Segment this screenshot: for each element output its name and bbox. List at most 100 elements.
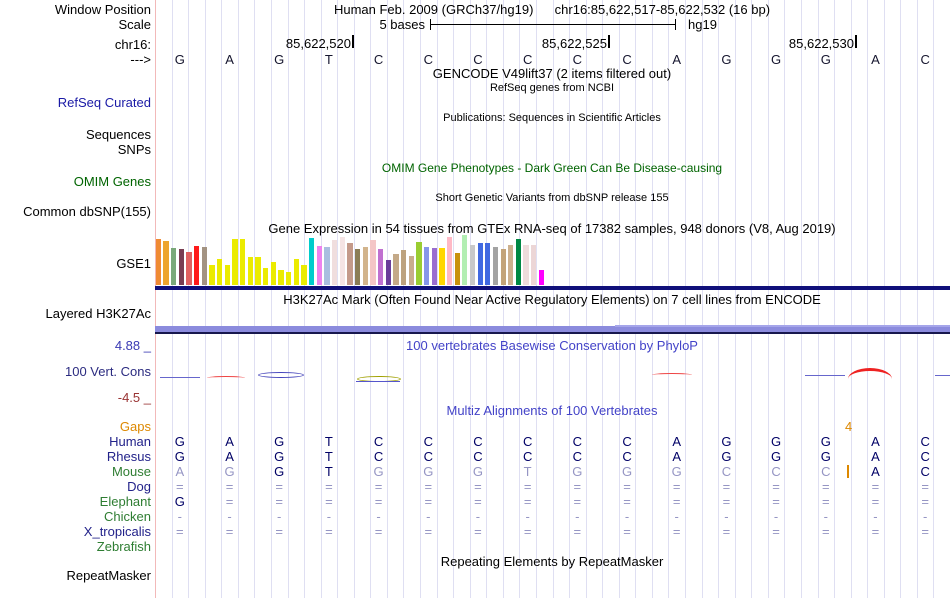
expression-bar[interactable] <box>286 272 292 285</box>
expression-bar[interactable] <box>309 238 315 285</box>
expression-bar[interactable] <box>446 237 453 285</box>
gtex-gene-model-bar[interactable] <box>155 286 950 290</box>
alignment-cell: - <box>624 509 630 524</box>
expression-bar[interactable] <box>255 257 261 285</box>
base-letter: C <box>920 52 930 67</box>
track-title-multiz[interactable]: Multiz Alignments of 100 Vertebrates <box>446 403 658 418</box>
gridline <box>585 0 587 598</box>
expression-bar[interactable] <box>385 260 391 285</box>
expression-bar[interactable] <box>331 240 338 285</box>
expression-bar[interactable] <box>485 243 491 285</box>
expression-bar[interactable] <box>393 254 399 285</box>
track-label-repeatmasker[interactable]: RepeatMasker <box>66 568 151 583</box>
expression-bar[interactable] <box>400 250 407 285</box>
species-label-human[interactable]: Human <box>109 434 151 449</box>
expression-bar[interactable] <box>477 243 483 285</box>
expression-bar[interactable] <box>523 245 529 285</box>
conservation-segment <box>652 373 692 377</box>
expression-bar[interactable] <box>362 247 368 285</box>
expression-bar[interactable] <box>423 247 430 285</box>
expression-bar[interactable] <box>370 240 376 285</box>
expression-bar[interactable] <box>163 241 169 285</box>
expression-bar[interactable] <box>416 242 422 285</box>
expression-bar[interactable] <box>531 245 537 285</box>
expression-bar[interactable] <box>324 247 330 285</box>
species-label-rhesus[interactable]: Rhesus <box>106 449 151 464</box>
species-label-mouse[interactable]: Mouse <box>111 464 151 479</box>
base-letter: G <box>721 52 732 67</box>
alignment-cell: = <box>225 524 234 539</box>
expression-bar[interactable] <box>454 253 460 285</box>
track-title-publications[interactable]: Publications: Sequences in Scientific Ar… <box>443 112 661 124</box>
expression-bar[interactable] <box>316 246 322 285</box>
track-label-snps[interactable]: SNPs <box>117 142 151 157</box>
expression-bar[interactable] <box>186 252 192 285</box>
expression-bar[interactable] <box>224 265 231 285</box>
species-label-elephant[interactable]: Elephant <box>99 494 151 509</box>
alignment-cell: = <box>722 494 731 509</box>
expression-bar[interactable] <box>347 243 353 285</box>
expression-bar[interactable] <box>263 268 269 285</box>
expression-bar[interactable] <box>155 239 162 285</box>
track-title-refseq[interactable]: RefSeq genes from NCBI <box>489 82 615 94</box>
expression-bar[interactable] <box>492 247 499 285</box>
expression-bar[interactable] <box>201 247 208 285</box>
alignment-cell: C <box>721 464 732 479</box>
alignment-cell: G <box>721 434 732 449</box>
track-label-gse1[interactable]: GSE1 <box>116 256 151 271</box>
species-label-chicken[interactable]: Chicken <box>104 509 151 524</box>
expression-bar[interactable] <box>270 262 276 285</box>
expression-bar[interactable] <box>240 239 246 285</box>
expression-bar[interactable] <box>538 270 545 285</box>
expression-bar[interactable] <box>377 249 384 285</box>
expression-bar[interactable] <box>508 245 514 285</box>
track-title-repeatmasker[interactable]: Repeating Elements by RepeatMasker <box>440 554 664 569</box>
alignment-cell: = <box>871 524 880 539</box>
species-label-zebrafish[interactable]: Zebrafish <box>96 539 151 554</box>
track-label-sequences[interactable]: Sequences <box>85 127 151 142</box>
track-title-dbsnp[interactable]: Short Genetic Variants from dbSNP releas… <box>435 192 669 204</box>
expression-bar[interactable] <box>500 249 506 285</box>
track-title-omim[interactable]: OMIM Gene Phenotypes - Dark Green Can Be… <box>381 161 723 175</box>
track-title-conservation[interactable]: 100 vertebrates Basewise Conservation by… <box>406 338 698 353</box>
gridline <box>337 0 339 598</box>
expression-bar[interactable] <box>354 249 361 285</box>
alignment-cell: G <box>572 464 583 479</box>
track-title-gtex[interactable]: Gene Expression in 54 tissues from GTEx … <box>268 221 836 236</box>
species-label-x_tropicalis[interactable]: X_tropicalis <box>83 524 151 539</box>
expression-bar[interactable] <box>247 257 254 285</box>
expression-bar[interactable] <box>178 249 185 285</box>
expression-bar[interactable] <box>278 270 284 285</box>
track-label-100-vert-cons[interactable]: 100 Vert. Cons <box>65 364 151 379</box>
expression-bar[interactable] <box>194 246 200 285</box>
track-label-omim-genes[interactable]: OMIM Genes <box>73 174 151 189</box>
expression-bar[interactable] <box>408 256 414 285</box>
h3k27ac-signal-band[interactable] <box>155 326 950 332</box>
expression-bar[interactable] <box>469 245 476 285</box>
track-label-gaps[interactable]: Gaps <box>119 419 151 434</box>
track-label-refseq-curated[interactable]: RefSeq Curated <box>57 95 151 110</box>
alignment-cell: = <box>772 524 780 539</box>
expression-bar[interactable] <box>171 248 177 285</box>
track-label-common-dbsnp[interactable]: Common dbSNP(155) <box>23 204 151 219</box>
track-label-layered-h3k27ac[interactable]: Layered H3K27Ac <box>45 306 151 321</box>
expression-bar[interactable] <box>431 248 437 285</box>
expression-bar[interactable] <box>293 259 299 285</box>
expression-bar[interactable] <box>301 265 307 285</box>
expression-bar[interactable] <box>439 248 445 285</box>
alignment-cell: - <box>724 509 729 524</box>
species-label-dog[interactable]: Dog <box>127 479 151 494</box>
assembly-title: Human Feb. 2009 (GRCh37/hg19) <box>333 2 534 17</box>
base-letter: A <box>225 52 234 67</box>
expression-bar[interactable] <box>217 259 223 285</box>
track-title-h3k27ac[interactable]: H3K27Ac Mark (Often Found Near Active Re… <box>283 292 821 307</box>
alignment-cell: = <box>325 479 333 494</box>
expression-bar[interactable] <box>515 239 522 285</box>
alignment-cell: - <box>475 509 481 524</box>
expression-bar[interactable] <box>462 235 468 285</box>
track-title-gencode[interactable]: GENCODE V49lift37 (2 items filtered out) <box>432 66 672 81</box>
expression-bar[interactable] <box>232 239 238 285</box>
expression-bar[interactable] <box>339 237 345 285</box>
expression-bar[interactable] <box>209 265 215 285</box>
position-title: chr16:85,622,517-85,622,532 (16 bp) <box>554 2 771 17</box>
